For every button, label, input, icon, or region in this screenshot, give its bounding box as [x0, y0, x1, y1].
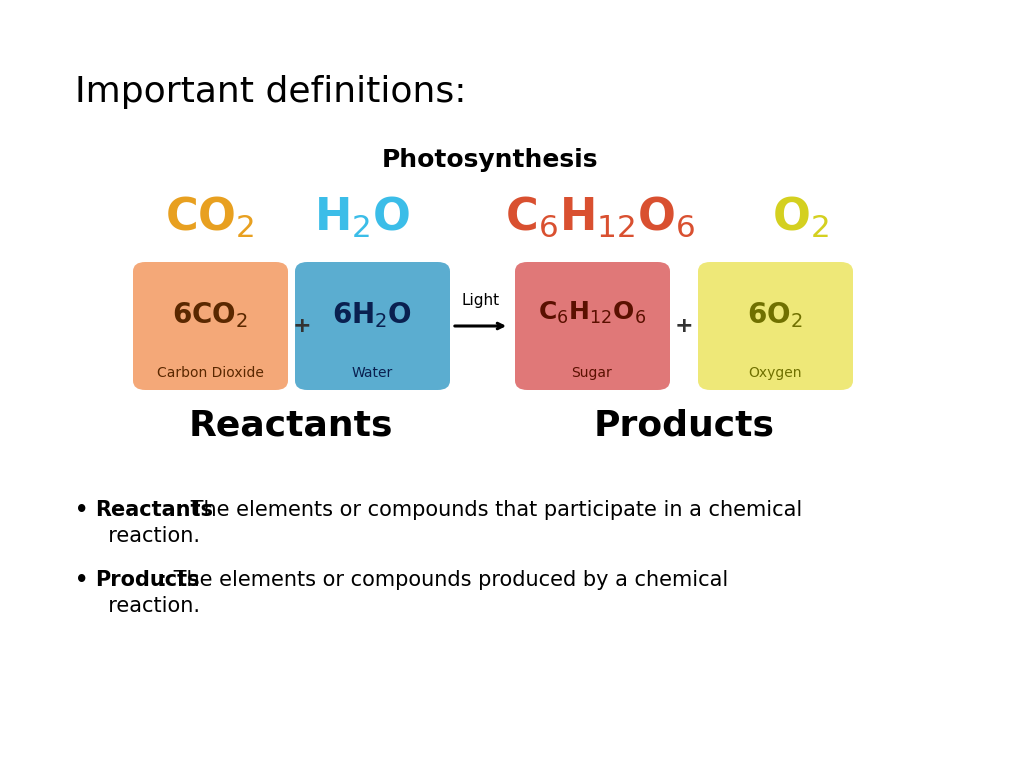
Text: 6O$_2$: 6O$_2$: [748, 300, 803, 329]
Text: reaction.: reaction.: [95, 526, 200, 546]
Text: : The elements or compounds produced by a chemical: : The elements or compounds produced by …: [160, 570, 728, 590]
Text: Products: Products: [95, 570, 200, 590]
Text: Reactants: Reactants: [188, 408, 393, 442]
Text: Photosynthesis: Photosynthesis: [382, 148, 598, 172]
Text: H$_2$O: H$_2$O: [313, 195, 411, 240]
Text: Oxygen: Oxygen: [749, 366, 802, 380]
Text: +: +: [675, 316, 693, 336]
Text: 6CO$_2$: 6CO$_2$: [172, 300, 248, 329]
Text: C$_6$H$_{12}$O$_6$: C$_6$H$_{12}$O$_6$: [505, 195, 695, 240]
Text: : The elements or compounds that participate in a chemical: : The elements or compounds that partici…: [177, 500, 802, 520]
Text: Products: Products: [594, 408, 774, 442]
Text: Light: Light: [462, 293, 500, 308]
Text: +: +: [293, 316, 311, 336]
Text: Water: Water: [351, 366, 392, 380]
Text: O$_2$: O$_2$: [771, 195, 828, 240]
Text: reaction.: reaction.: [95, 596, 200, 616]
Text: Important definitions:: Important definitions:: [75, 75, 467, 109]
Text: Sugar: Sugar: [571, 366, 612, 380]
Text: Carbon Dioxide: Carbon Dioxide: [157, 366, 263, 380]
Text: •: •: [75, 500, 88, 520]
Text: CO$_2$: CO$_2$: [165, 195, 255, 240]
Text: 6H$_2$O: 6H$_2$O: [332, 300, 412, 329]
Text: Reactants: Reactants: [95, 500, 213, 520]
Text: C$_6$H$_{12}$O$_6$: C$_6$H$_{12}$O$_6$: [538, 300, 646, 326]
Text: •: •: [75, 570, 88, 590]
